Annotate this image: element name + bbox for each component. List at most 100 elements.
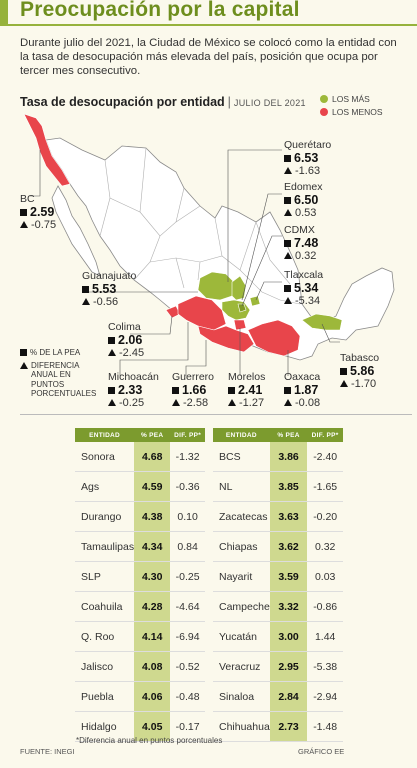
row-entity: Coahuila <box>75 591 135 622</box>
label-bc: BC 2.59 -0.75 <box>20 193 56 231</box>
table-row: BCS 3.86 -2.40 <box>213 442 343 472</box>
label-colima: Colima 2.06 -2.45 <box>108 321 144 359</box>
label-tlaxcala-diff: -5.34 <box>284 295 323 307</box>
label-morelos-diff: -1.27 <box>228 397 265 409</box>
table-row: Tamaulipas 4.34 0.84 <box>75 531 205 562</box>
label-tabasco: Tabasco 5.86 -1.70 <box>340 352 379 390</box>
header-entity: ENTIDAD <box>213 428 270 442</box>
table-row: Puebla 4.06 -0.48 <box>75 681 205 712</box>
row-pea: 4.30 <box>134 561 171 592</box>
row-pea: 2.84 <box>269 681 308 712</box>
label-queretaro-diff: -1.63 <box>284 165 331 177</box>
label-queretaro: Querétaro 6.53 -1.63 <box>284 139 331 177</box>
label-michoacan: Michoacán 2.33 -0.25 <box>108 371 159 409</box>
row-entity: Sonora <box>75 442 135 472</box>
header-entity: ENTIDAD <box>75 428 135 442</box>
label-cdmx-diff: 0.32 <box>284 250 318 262</box>
label-oaxaca-diff: -0.08 <box>284 397 320 409</box>
label-cdmx-name: CDMX <box>284 224 315 236</box>
table-row: Sonora 4.68 -1.32 <box>75 442 205 472</box>
table-row: Sinaloa 2.84 -2.94 <box>213 681 343 712</box>
row-diff: -6.94 <box>170 621 205 652</box>
row-entity: Hidalgo <box>75 711 135 742</box>
diff-triangle-icon <box>108 399 116 406</box>
diff-triangle-icon <box>340 380 348 387</box>
row-diff: -0.17 <box>170 711 205 742</box>
intro-text: Durante julio del 2021, la Ciudad de Méx… <box>20 37 397 77</box>
title-bar: Preocupación por la capital <box>0 0 417 26</box>
row-pea: 3.32 <box>269 591 308 622</box>
legend-dot-most <box>320 94 328 103</box>
legend-label-most: LOS MÁS <box>332 93 370 104</box>
page-title: Preocupación por la capital <box>20 0 300 21</box>
square-icon <box>20 349 27 356</box>
table-row: Hidalgo 4.05 -0.17 <box>75 711 205 742</box>
row-entity: BCS <box>213 442 270 472</box>
row-diff: -1.32 <box>170 442 205 472</box>
label-oaxaca-value: 1.87 <box>284 383 320 397</box>
state-guanajuato <box>197 271 235 301</box>
row-pea: 4.14 <box>134 621 171 652</box>
label-michoacan-value: 2.33 <box>108 383 159 397</box>
row-pea: 3.86 <box>269 442 308 472</box>
label-morelos: Morelos 2.41 -1.27 <box>228 371 265 409</box>
pea-square-icon <box>284 197 291 204</box>
row-entity: Yucatán <box>213 621 270 652</box>
header-pea: % PEA <box>134 428 171 442</box>
row-entity: Campeche <box>213 591 270 622</box>
row-pea: 3.59 <box>269 561 308 592</box>
state-borders <box>99 147 301 305</box>
pea-square-icon <box>284 240 291 247</box>
legend-dot-least <box>320 107 328 116</box>
row-entity: Sinaloa <box>213 681 270 712</box>
label-edomex-value: 6.50 <box>284 193 323 207</box>
label-tabasco-value: 5.86 <box>340 364 379 378</box>
key-pea: % DE LA PEA <box>20 348 93 358</box>
pea-square-icon <box>108 387 115 394</box>
row-diff: 0.10 <box>170 501 205 532</box>
row-diff: -0.48 <box>170 681 205 712</box>
row-diff: -1.65 <box>307 471 343 502</box>
row-pea: 4.59 <box>134 471 171 502</box>
label-guerrero-value: 1.66 <box>172 383 214 397</box>
pea-square-icon <box>284 155 291 162</box>
row-entity: Nayarit <box>213 561 270 592</box>
row-diff: -2.94 <box>307 681 343 712</box>
row-diff: 1.44 <box>307 621 343 652</box>
label-cdmx: CDMX 7.48 0.32 <box>284 224 318 262</box>
row-pea: 2.73 <box>269 711 308 742</box>
diff-triangle-icon <box>284 167 292 174</box>
label-tlaxcala-name: Tlaxcala <box>284 269 324 281</box>
row-entity: SLP <box>75 561 135 592</box>
table-row: Campeche 3.32 -0.86 <box>213 591 343 622</box>
legend-item-most: LOS MÁS <box>320 92 383 105</box>
label-guanajuato-diff: -0.56 <box>82 296 136 308</box>
row-diff: 0.84 <box>170 531 205 562</box>
label-cdmx-value: 7.48 <box>284 236 318 250</box>
map-title-text: Tasa de desocupación por entidad <box>20 95 225 109</box>
bcs-outline <box>51 185 101 277</box>
pea-square-icon <box>228 387 235 394</box>
pea-square-icon <box>108 337 115 344</box>
row-diff: -1.48 <box>307 711 343 742</box>
diff-triangle-icon <box>284 399 292 406</box>
label-guerrero: Guerrero 1.66 -2.58 <box>172 371 214 409</box>
row-diff: 0.32 <box>307 531 343 562</box>
label-guanajuato-value: 5.53 <box>82 282 136 296</box>
label-guanajuato: Guanajuato 5.53 -0.56 <box>82 270 136 308</box>
header-diff: DIF. PP* <box>170 428 205 442</box>
title-rule <box>0 24 417 26</box>
diff-triangle-icon <box>20 221 28 228</box>
state-morelos <box>233 319 247 331</box>
table-row: Veracruz 2.95 -5.38 <box>213 651 343 682</box>
row-entity: Chihuahua <box>213 711 270 742</box>
diff-triangle-icon <box>172 399 180 406</box>
row-entity: Jalisco <box>75 651 135 682</box>
pea-square-icon <box>172 387 179 394</box>
legend-label-least: LOS MENOS <box>332 106 383 117</box>
row-pea: 4.34 <box>134 531 171 562</box>
label-tabasco-diff: -1.70 <box>340 378 379 390</box>
map-title: Tasa de desocupación por entidad | JULIO D… <box>20 95 306 109</box>
row-diff: -5.38 <box>307 651 343 682</box>
table-row: Ags 4.59 -0.36 <box>75 471 205 502</box>
